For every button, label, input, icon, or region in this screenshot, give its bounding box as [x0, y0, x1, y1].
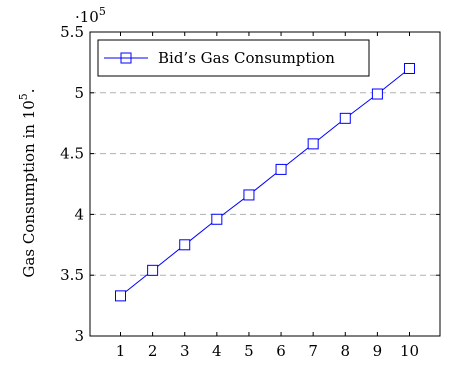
y-tick-label: 3 — [74, 327, 84, 345]
data-point-marker — [243, 189, 255, 201]
y-multiplier-label: ·105 — [75, 5, 106, 26]
legend: Bid’s Gas Consumption — [97, 39, 370, 77]
y-tick-label: 3.5 — [60, 266, 84, 284]
y-tick-label: 5 — [74, 84, 84, 102]
x-tick-label: 3 — [180, 342, 190, 360]
y-multiplier-exponent: 5 — [99, 5, 106, 18]
gridlines — [90, 92, 440, 276]
data-point-marker — [147, 264, 159, 276]
y-axis-title-text: Gas Consumption in 10 — [20, 100, 38, 277]
plot-frame — [89, 31, 441, 337]
data-point-marker — [275, 163, 287, 175]
data-point-marker — [371, 88, 383, 100]
series-area — [115, 62, 415, 302]
data-point-marker — [115, 290, 127, 302]
data-point-marker — [179, 239, 191, 251]
y-multiplier-base: ·10 — [75, 8, 99, 26]
data-point-marker — [307, 138, 319, 150]
data-point-marker — [339, 112, 351, 124]
y-axis-title-suffix: . — [20, 88, 38, 93]
x-tick-label: 5 — [244, 342, 254, 360]
x-tick-label: 7 — [308, 342, 318, 360]
data-point-marker — [403, 62, 415, 74]
x-tick-label: 10 — [400, 342, 419, 360]
x-tick-label: 9 — [373, 342, 383, 360]
series-line — [120, 68, 410, 297]
axis-ticks: 3 3.5 4 4.5 5 5.5 1 2 3 4 5 6 7 8 9 10 — [60, 23, 440, 360]
y-tick-label: 4.5 — [60, 145, 84, 163]
y-tick-label: 4 — [74, 205, 84, 223]
x-tick-label: 1 — [116, 342, 126, 360]
x-tick-label: 8 — [341, 342, 351, 360]
y-axis-title: Gas Consumption in 105. — [17, 88, 38, 277]
x-tick-label: 6 — [276, 342, 286, 360]
legend-label: Bid’s Gas Consumption — [158, 49, 335, 67]
y-tick-label: 5.5 — [60, 23, 84, 41]
legend-square-marker — [120, 52, 132, 64]
data-point-marker — [211, 213, 223, 225]
x-tick-label: 2 — [148, 342, 158, 360]
x-tick-label: 4 — [212, 342, 222, 360]
y-axis-title-superscript: 5 — [17, 93, 30, 100]
